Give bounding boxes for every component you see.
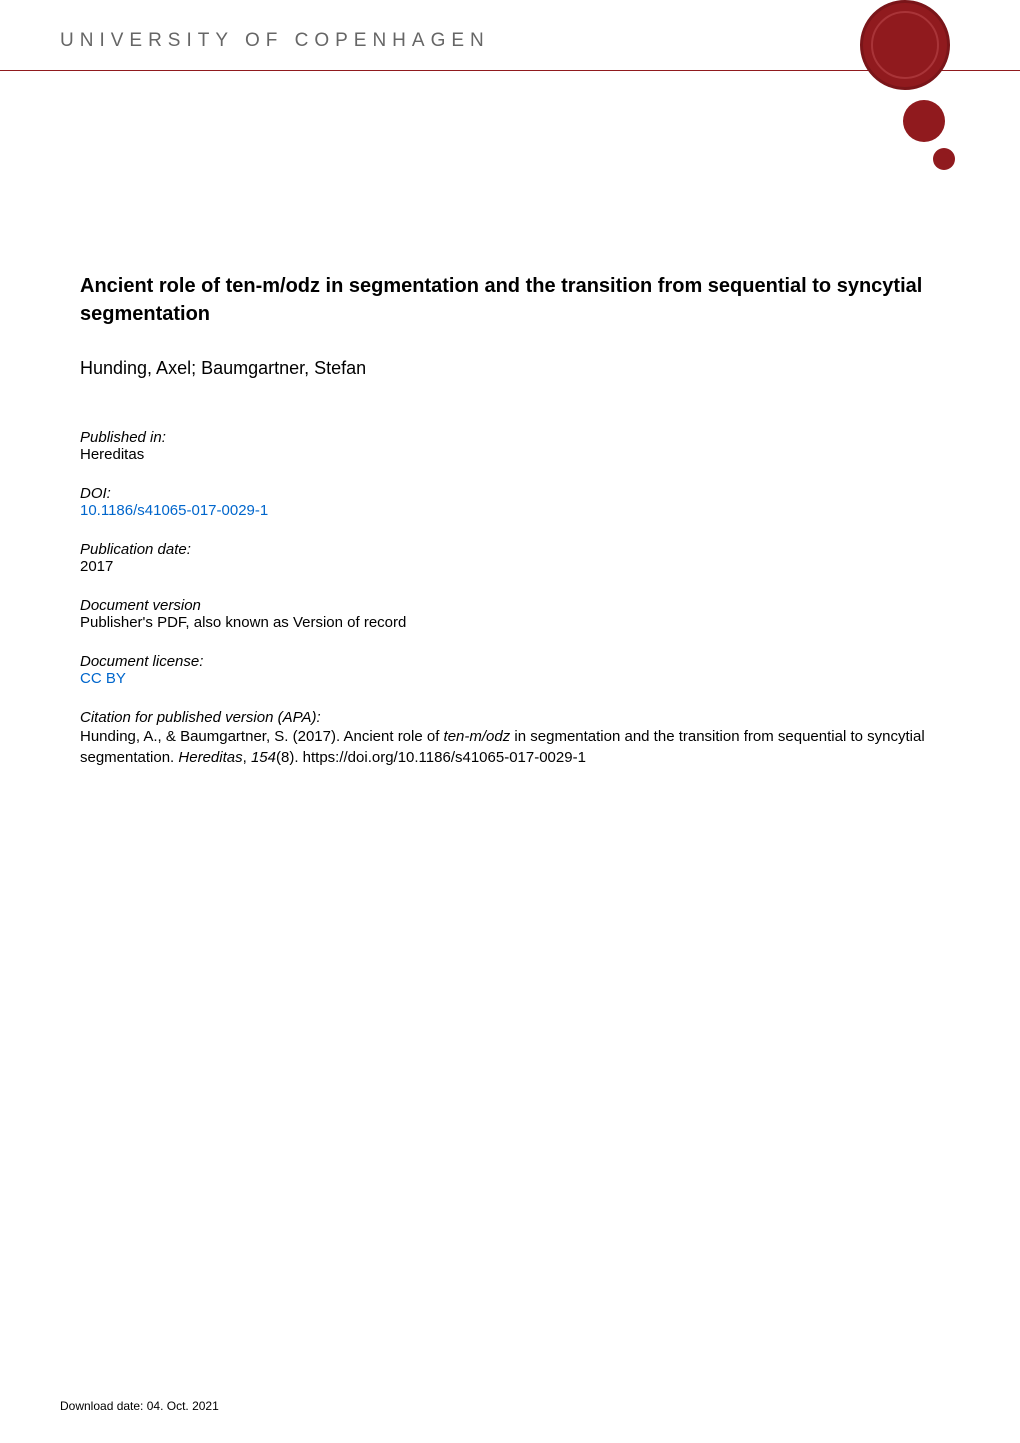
seal-icon [860, 0, 950, 90]
citation-block: Citation for published version (APA): Hu… [80, 709, 940, 768]
meta-label-published-in: Published in: [80, 429, 940, 446]
citation-italic3: 154 [251, 749, 276, 766]
meta-label-doi: DOI: [80, 485, 940, 502]
brand-dot-large [903, 100, 945, 142]
university-logo [850, 0, 960, 180]
license-link[interactable]: CC BY [80, 670, 940, 687]
citation-part4: (8). https://doi.org/10.1186/s41065-017-… [276, 749, 586, 766]
meta-value-published-in: Hereditas [80, 446, 940, 463]
content-area: Ancient role of ten-m/odz in segmentatio… [0, 72, 1020, 808]
meta-publication-date: Publication date: 2017 [80, 541, 940, 575]
paper-authors: Hunding, Axel; Baumgartner, Stefan [80, 358, 940, 379]
citation-label: Citation for published version (APA): [80, 709, 940, 726]
meta-value-docversion: Publisher's PDF, also known as Version o… [80, 614, 940, 631]
meta-label-docversion: Document version [80, 597, 940, 614]
brand-dot-small [933, 148, 955, 170]
citation-text: Hunding, A., & Baumgartner, S. (2017). A… [80, 726, 940, 768]
meta-label-license: Document license: [80, 653, 940, 670]
paper-title: Ancient role of ten-m/odz in segmentatio… [80, 272, 940, 328]
meta-label-pubdate: Publication date: [80, 541, 940, 558]
meta-published-in: Published in: Hereditas [80, 429, 940, 463]
download-date: Download date: 04. Oct. 2021 [60, 1399, 219, 1413]
meta-value-pubdate: 2017 [80, 558, 940, 575]
header-bar: UNIVERSITY OF COPENHAGEN [0, 0, 1020, 72]
doi-link[interactable]: 10.1186/s41065-017-0029-1 [80, 502, 940, 519]
meta-document-license: Document license: CC BY [80, 653, 940, 687]
meta-document-version: Document version Publisher's PDF, also k… [80, 597, 940, 631]
citation-part3: , [243, 749, 251, 766]
institution-name: UNIVERSITY OF COPENHAGEN [60, 30, 960, 52]
meta-doi: DOI: 10.1186/s41065-017-0029-1 [80, 485, 940, 519]
citation-part1: Hunding, A., & Baumgartner, S. (2017). A… [80, 728, 444, 745]
citation-italic1: ten-m/odz [444, 728, 511, 745]
citation-italic2: Hereditas [178, 749, 242, 766]
